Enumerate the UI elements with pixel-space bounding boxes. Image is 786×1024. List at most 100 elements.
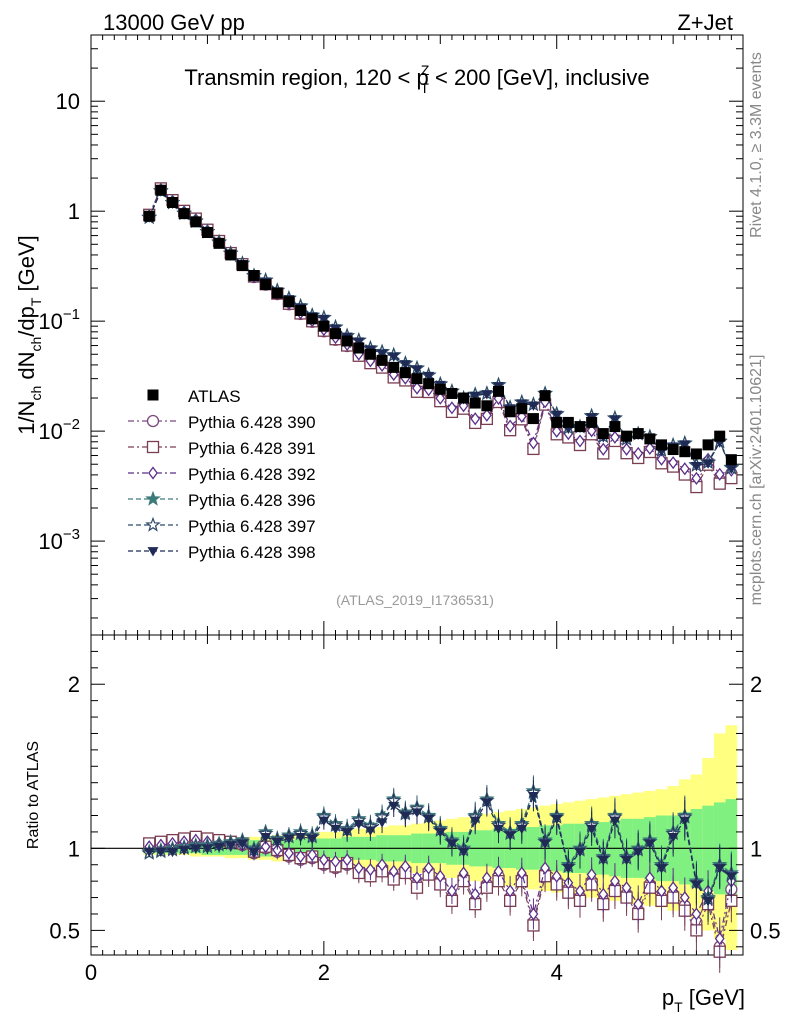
series-point <box>621 442 632 456</box>
ratio-point <box>621 855 633 866</box>
data-point <box>190 216 202 228</box>
ratio-point <box>353 819 365 830</box>
series-point <box>679 440 691 450</box>
legend: ATLAS Pythia 6.428 390 Pythia 6.428 391 Pyt… <box>128 387 316 562</box>
data-point <box>330 328 341 340</box>
ratio-point <box>411 808 423 818</box>
data-point <box>271 287 283 299</box>
ratio-point <box>598 887 609 901</box>
ratio-point <box>364 826 376 836</box>
ratio-point <box>725 872 737 882</box>
x-tick-label: 4 <box>551 960 563 985</box>
data-point <box>714 430 726 442</box>
ratio-point <box>272 843 283 857</box>
ratio-point <box>190 844 202 854</box>
data-point <box>295 304 307 316</box>
ratio-point <box>155 847 167 858</box>
data-point <box>143 210 155 222</box>
legend-label: Pythia 6.428 390 <box>188 413 316 432</box>
data-point <box>364 348 376 360</box>
series-point <box>528 436 539 450</box>
series-point <box>505 419 516 433</box>
ratio-point <box>679 890 690 905</box>
ratio-axis-ticks: 0.5 0.5 1 1 2 2 0 2 4 <box>49 634 781 985</box>
main-data-layer <box>141 182 740 494</box>
ratio-point <box>388 864 399 878</box>
data-point <box>481 400 493 412</box>
series-point <box>423 371 435 382</box>
legend-marker <box>145 490 161 506</box>
ratio-point <box>540 861 551 875</box>
ratio-point <box>597 855 609 866</box>
ratio-point <box>388 801 400 812</box>
ratio-point <box>399 811 411 822</box>
legend-marker <box>146 414 160 428</box>
data-point <box>458 392 470 404</box>
series-point <box>609 415 621 425</box>
data-point <box>213 237 225 249</box>
data-point <box>690 448 702 460</box>
ratio-point <box>632 847 644 858</box>
ratio-point <box>679 816 691 826</box>
ratio-point <box>702 896 714 907</box>
ratio-tick-label-left: 1 <box>68 836 80 861</box>
data-point <box>632 428 644 440</box>
ratio-point <box>575 884 585 898</box>
ratio-point <box>236 839 248 849</box>
series-point <box>551 410 563 421</box>
series-point <box>714 467 725 481</box>
legend-marker <box>147 547 159 557</box>
ratio-point <box>365 863 376 877</box>
legend-label-atlas: ATLAS <box>188 387 241 406</box>
series-point <box>412 381 422 395</box>
ratio-point <box>446 884 457 898</box>
series-point <box>353 337 365 347</box>
data-point <box>283 296 295 308</box>
data-point <box>155 184 167 196</box>
series-point <box>725 464 737 475</box>
ratio-point <box>644 839 656 849</box>
ratio-point <box>469 816 481 826</box>
legend-label: Pythia 6.428 396 <box>188 491 316 510</box>
data-point <box>702 439 714 451</box>
ratio-point <box>505 884 516 898</box>
ratio-point <box>493 864 504 878</box>
data-point <box>306 313 318 325</box>
data-point <box>434 383 446 395</box>
data-point <box>167 196 178 208</box>
ratio-point <box>283 834 295 844</box>
y-tick-label: 10−3 <box>38 526 80 554</box>
ratio-point <box>178 846 190 856</box>
legend-label: Pythia 6.428 397 <box>188 517 316 536</box>
data-point <box>201 226 213 238</box>
series-point <box>633 446 644 461</box>
ratio-panel: 0.5 0.5 1 1 2 2 0 2 4 <box>49 634 781 985</box>
ratio-point <box>260 832 272 843</box>
data-point <box>609 421 621 433</box>
data-point <box>551 416 563 428</box>
ratio-point <box>586 868 597 882</box>
data-point <box>178 208 190 220</box>
series-point <box>668 456 679 470</box>
data-point <box>621 430 633 442</box>
ratio-point <box>609 874 620 888</box>
ratio-point <box>691 907 702 921</box>
data-point <box>260 279 272 291</box>
plot-title: Transmin region, 120 < pZ T < 200 [GeV], … <box>184 62 649 96</box>
ratio-point <box>330 824 341 835</box>
series-point <box>318 314 330 325</box>
series-point <box>551 424 562 438</box>
ratio-point <box>307 848 318 862</box>
x-tick-label: 0 <box>85 960 97 985</box>
data-series-atlas <box>143 184 737 466</box>
data-point <box>562 416 574 428</box>
rivet-label: Rivet 4.1.0, ≥ 3.3M events <box>748 52 765 238</box>
ratio-point <box>376 818 388 828</box>
series-point <box>446 401 457 415</box>
ratio-point <box>633 897 644 911</box>
data-point <box>248 270 260 282</box>
ratio-point <box>668 881 679 895</box>
legend-marker <box>148 466 158 480</box>
ratio-point <box>446 839 458 849</box>
